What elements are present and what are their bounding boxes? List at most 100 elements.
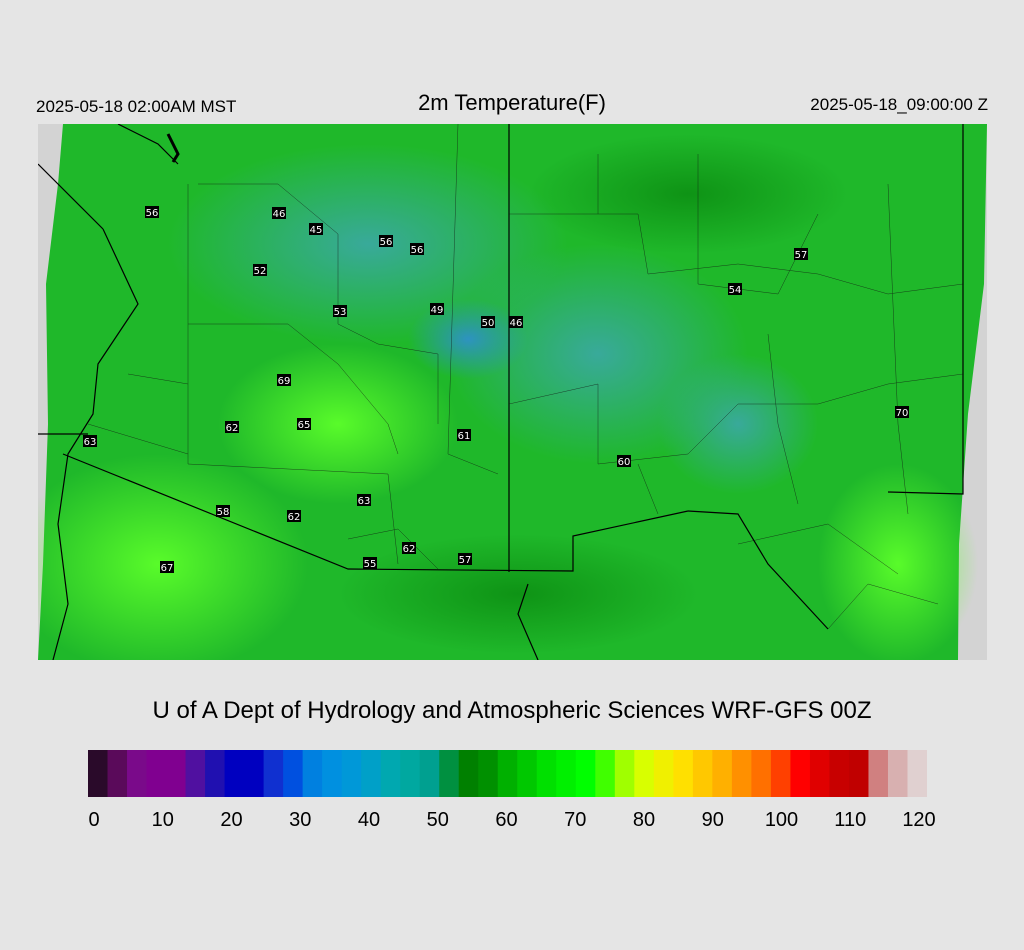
colorbar-segment — [224, 750, 245, 797]
station-label: 63 — [357, 494, 371, 507]
cool-region-north — [168, 144, 568, 344]
colorbar-tick-label: 0 — [88, 809, 100, 831]
state-borders — [38, 124, 964, 660]
station-label: 67 — [160, 561, 174, 574]
colorbar-segment — [887, 750, 909, 797]
station-temp: 56 — [146, 208, 159, 219]
colorbar-segment — [614, 750, 635, 797]
station-label: 62 — [287, 510, 301, 523]
station-label: 69 — [277, 374, 291, 387]
colorbar-segment — [361, 750, 382, 797]
station-temp: 56 — [380, 237, 393, 248]
colorbar-segment — [848, 750, 870, 797]
county-borders — [87, 124, 964, 630]
station-temp: 63 — [358, 496, 371, 507]
station-temp: 60 — [618, 457, 631, 468]
station-label: 61 — [457, 429, 471, 442]
station-label: 56 — [145, 206, 159, 219]
station-label: 52 — [253, 264, 267, 277]
station-labels: 56 46 45 56 56 52 53 49 50 46 57 54 69 62 65 61 70 63 60 58… — [83, 206, 909, 574]
colorbar-segment — [536, 750, 557, 797]
station-label: 62 — [402, 542, 416, 555]
station-temp: 55 — [364, 559, 377, 570]
colorbar-segment — [809, 750, 831, 797]
station-temp: 45 — [310, 225, 323, 236]
colorbar-tick-label: 20 — [220, 809, 243, 831]
station-label: 55 — [363, 557, 377, 570]
colorbar-segment — [868, 750, 889, 797]
colorbar-tick-label: 50 — [426, 809, 449, 831]
colorbar-segment — [185, 750, 206, 797]
colorbar-segment — [692, 750, 713, 797]
colorbar-segment — [478, 750, 499, 797]
colorbar-segment — [770, 750, 792, 797]
colorbar-segment — [127, 750, 148, 797]
colorbar-segment — [107, 750, 128, 797]
station-temp: 70 — [896, 408, 909, 419]
colorbar-segment — [166, 750, 187, 797]
station-temp: 49 — [431, 305, 444, 316]
colorbar-tick-label: 100 — [764, 809, 799, 831]
station-label: 46 — [509, 316, 523, 329]
colorbar-segment — [205, 750, 226, 797]
station-label: 58 — [216, 505, 230, 518]
colorbar-segment — [302, 750, 323, 797]
colorbar-segment — [634, 750, 655, 797]
colorbar-tick-label: 90 — [701, 809, 724, 831]
colorbar-tick-label: 40 — [357, 809, 381, 831]
dark-region-north — [528, 134, 848, 254]
station-temp: 58 — [217, 507, 230, 518]
station-temp: 65 — [298, 420, 311, 431]
station-temp: 46 — [273, 209, 286, 220]
valid-time-local: 2025-05-18 02:00AM MST — [36, 97, 237, 116]
colorbar-segment — [341, 750, 362, 797]
colorbar-tick-label: 110 — [834, 809, 867, 831]
station-temp: 52 — [254, 266, 267, 277]
colorbar-segment — [419, 750, 440, 797]
warm-region-southwest — [38, 454, 308, 660]
station-label: 62 — [225, 421, 239, 434]
station-temp: 61 — [458, 431, 471, 442]
colorbar-tick-label: 10 — [151, 809, 174, 831]
colorbar-segment — [790, 750, 811, 797]
station-temp: 56 — [411, 245, 424, 256]
station-label: 63 — [83, 435, 97, 448]
station-label: 50 — [481, 316, 495, 329]
station-label: 56 — [379, 235, 393, 248]
station-temp: 62 — [226, 423, 239, 434]
colorbar-tick-label: 80 — [632, 809, 656, 831]
colorbar-segment — [653, 750, 674, 797]
valid-time-utc: 2025-05-18_09:00:00 Z — [810, 95, 988, 114]
map-title: 2m Temperature(F) — [418, 90, 606, 115]
colorbar-segment — [88, 750, 109, 797]
station-temp: 50 — [482, 318, 495, 329]
cool-region-east — [658, 354, 818, 494]
colorbar-tick-label: 120 — [902, 809, 936, 831]
warm-region-central — [218, 344, 458, 504]
station-temp: 54 — [729, 285, 742, 296]
colorbar-tick-label: 30 — [289, 809, 312, 831]
station-temp: 57 — [459, 555, 472, 566]
colorbar-segment — [712, 750, 733, 797]
station-temp: 63 — [84, 437, 97, 448]
colorbar-segment — [322, 750, 343, 797]
station-label: 65 — [297, 418, 311, 431]
station-temp: 53 — [334, 307, 347, 318]
colorbar-segment — [595, 750, 616, 797]
station-label: 70 — [895, 406, 909, 419]
colorbar-segment — [497, 750, 518, 797]
station-label: 57 — [794, 248, 808, 261]
station-temp: 62 — [288, 512, 301, 523]
colorbar-segment — [244, 750, 265, 797]
station-temp: 57 — [795, 250, 808, 261]
dark-region-south — [338, 534, 698, 654]
colorbar-segment — [731, 750, 752, 797]
warm-region-southeast — [818, 464, 978, 660]
station-label: 56 — [410, 243, 424, 256]
colorbar-segment — [380, 750, 401, 797]
colorbar-segment — [283, 750, 304, 797]
colorbar-segment — [263, 750, 284, 797]
colorbar — [88, 750, 927, 797]
temperature-map: 56 46 45 56 56 52 53 49 50 46 57 54 69 62 65 61 70 63 60 58… — [38, 124, 987, 660]
station-temp: 62 — [403, 544, 416, 555]
